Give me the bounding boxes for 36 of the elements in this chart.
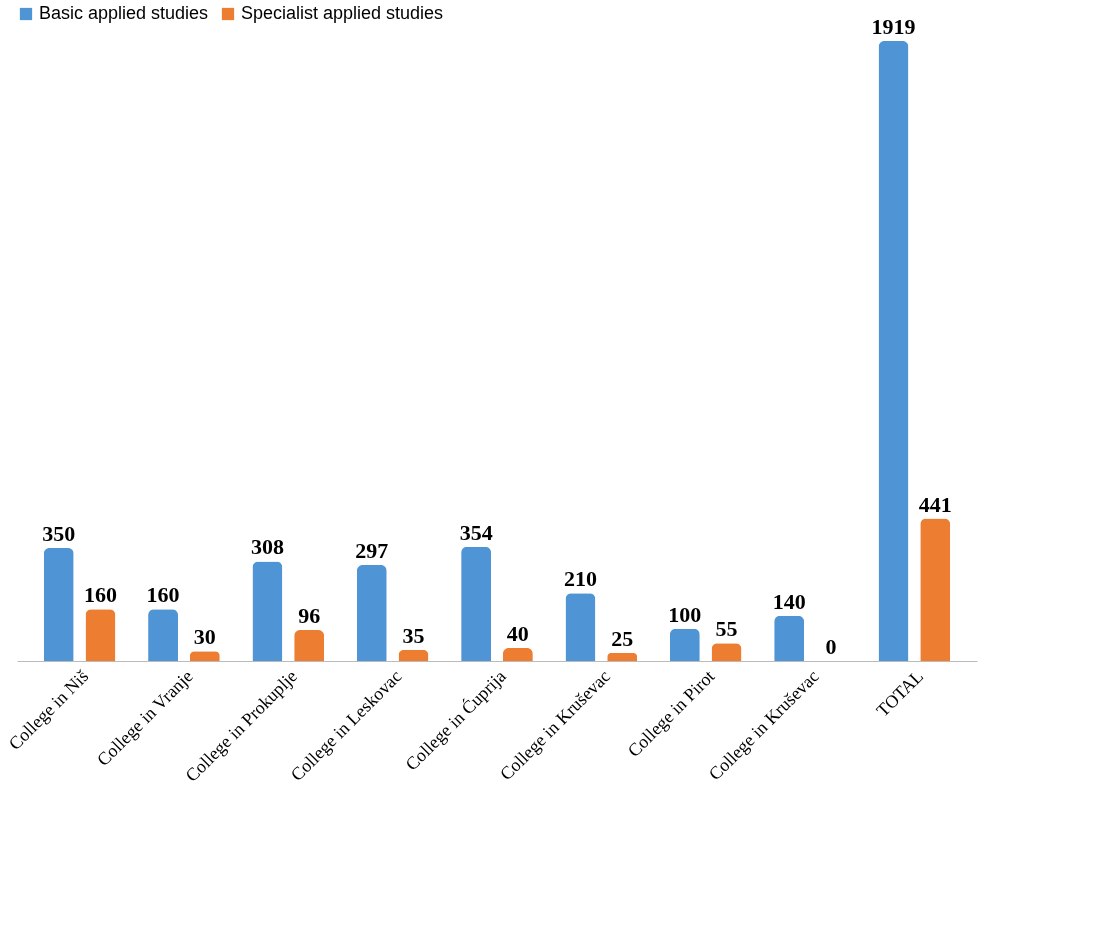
bar [398, 649, 429, 661]
data-label: 0 [825, 634, 837, 659]
bar [85, 609, 116, 661]
bar [252, 561, 283, 661]
data-label: 354 [459, 519, 493, 545]
bar [774, 615, 805, 661]
data-label: 35 [402, 622, 425, 648]
data-label: 40 [506, 621, 529, 647]
data-label: 30 [193, 624, 216, 650]
bar [294, 629, 325, 661]
bar [565, 593, 596, 661]
bar [461, 546, 492, 661]
bar [43, 547, 74, 661]
bar [669, 628, 700, 661]
legend-label: Specialist applied studies [241, 3, 444, 23]
data-label: 297 [355, 538, 389, 564]
data-label: 160 [146, 582, 180, 608]
bar [356, 565, 387, 661]
data-label: 96 [298, 602, 321, 628]
data-label: 55 [715, 616, 738, 642]
bar [878, 41, 909, 661]
bar [920, 518, 951, 661]
data-label: 441 [918, 491, 952, 517]
bar [502, 648, 533, 661]
data-label: 25 [611, 625, 634, 651]
data-label: 350 [42, 520, 76, 546]
legend-label: Basic applied studies [39, 3, 209, 23]
data-label: 100 [668, 601, 702, 627]
data-label: 308 [250, 534, 284, 560]
bar [711, 643, 742, 661]
data-label: 140 [772, 588, 806, 614]
data-label: 160 [83, 582, 117, 608]
data-label: 1919 [871, 14, 916, 39]
data-label: 210 [563, 566, 597, 592]
bar [607, 652, 638, 661]
bar [148, 609, 179, 661]
